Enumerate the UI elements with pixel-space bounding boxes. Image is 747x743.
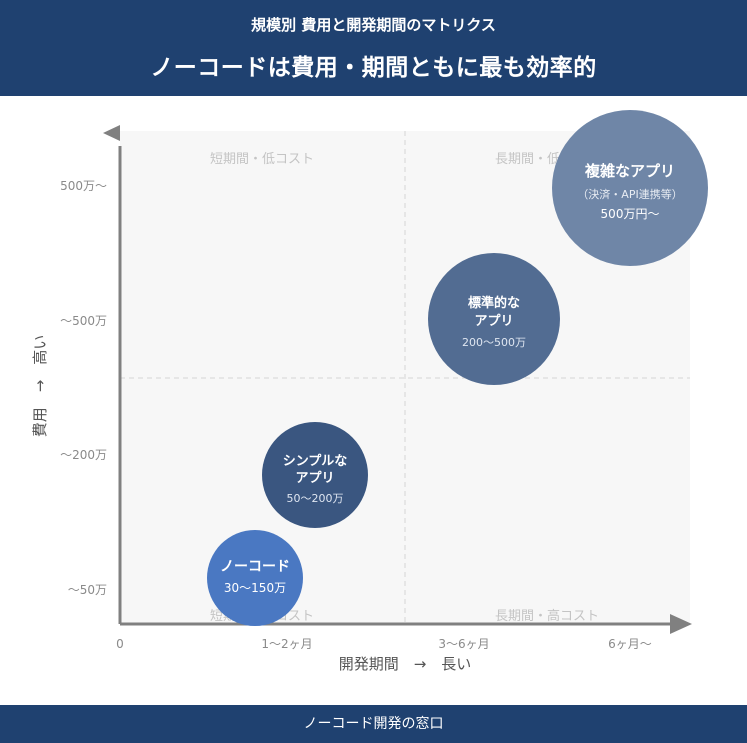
bubble-value-label: 50〜200万	[287, 492, 344, 505]
y-tick-label: 〜200万	[60, 448, 107, 462]
bubble-label-line1: シンプルな	[283, 454, 348, 469]
bubble-label-line2: アプリ	[474, 314, 513, 329]
footer-text: ノーコード開発の窓口	[303, 716, 444, 732]
bubble-standard-app: 標準的な アプリ 200〜500万	[428, 253, 560, 385]
footer-banner: ノーコード開発の窓口	[0, 705, 747, 743]
quadrant-label-bottom-right: 長期間・高コスト	[495, 608, 599, 624]
bubble-circle	[428, 253, 560, 385]
bubble-label: 複雑なアプリ	[584, 162, 675, 180]
x-tick-label: 6ヶ月〜	[608, 637, 652, 651]
y-axis-arrow	[103, 125, 120, 141]
bubble-label-line1: 標準的な	[468, 295, 520, 311]
x-tick-label: 3〜6ヶ月	[438, 637, 489, 651]
bubble-simple-app: シンプルな アプリ 50〜200万	[262, 422, 368, 528]
y-tick-label: 〜50万	[68, 583, 107, 597]
y-tick-label: 500万〜	[60, 179, 107, 193]
bubble-circle	[552, 110, 708, 266]
bubble-note: （決済・API連携等）	[577, 187, 682, 201]
chart-subtitle: 規模別 費用と開発期間のマトリクス	[251, 16, 496, 34]
bubble-label-line2: アプリ	[295, 471, 334, 486]
header-banner: 規模別 費用と開発期間のマトリクス ノーコードは費用・期間ともに最も効率的	[0, 0, 747, 96]
bubble-value-label: 200〜500万	[462, 336, 526, 349]
chart-title: ノーコードは費用・期間ともに最も効率的	[150, 55, 597, 81]
bubble-value-label: 30〜150万	[224, 581, 286, 595]
bubble-circle	[207, 530, 303, 626]
bubble-complex-app: 複雑なアプリ （決済・API連携等） 500万円〜	[552, 110, 708, 266]
y-tick-label: 〜500万	[60, 314, 107, 328]
quadrant-label-top-left: 短期間・低コスト	[210, 152, 314, 167]
x-tick-label: 0	[116, 637, 124, 651]
x-tick-label: 1〜2ヶ月	[261, 637, 312, 651]
bubble-no-code: ノーコード 30〜150万	[207, 530, 303, 626]
y-axis-title: 費用 → 高い	[31, 335, 49, 438]
x-axis-title: 開発期間 → 長い	[339, 655, 472, 673]
bubble-circle	[262, 422, 368, 528]
bubble-label: ノーコード	[220, 559, 290, 575]
bubble-value-label: 500万円〜	[601, 207, 660, 221]
x-axis-arrow	[670, 614, 692, 634]
matrix-chart: 短期間・低コスト 長期間・低コスト 短期間・低コスト 長期間・高コスト 0 1〜…	[31, 110, 708, 673]
